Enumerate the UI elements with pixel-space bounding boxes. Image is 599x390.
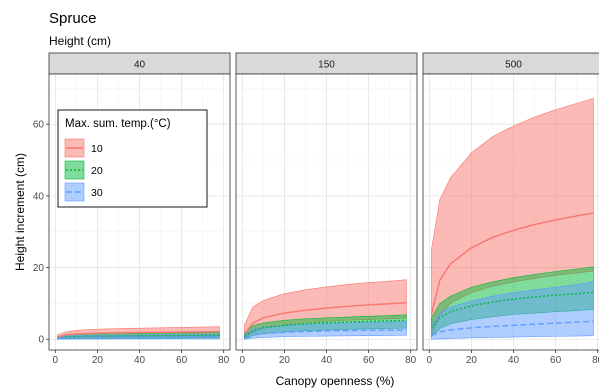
- x-tick-label: 60: [550, 355, 562, 366]
- x-tick-label: 80: [405, 355, 417, 366]
- x-tick-label: 80: [218, 355, 230, 366]
- mean-line-20: [57, 334, 220, 339]
- x-tick-label: 80: [592, 355, 599, 366]
- mean-line-10: [243, 301, 407, 335]
- x-tick-label: 0: [240, 355, 246, 366]
- legend-title: Max. sum. temp.(°C): [65, 118, 171, 130]
- mean-line-20: [244, 319, 407, 337]
- mean-line-30: [244, 329, 407, 339]
- chart-title: Spruce: [49, 10, 97, 27]
- x-tick-label: 40: [321, 355, 333, 366]
- chart-subtitle: Height (cm): [49, 34, 111, 48]
- mean-line-30: [57, 336, 220, 340]
- mean-line-30: [431, 320, 594, 337]
- legend-label-30: 30: [91, 187, 103, 199]
- y-tick-label: 60: [33, 120, 45, 131]
- facet-panel-40: 40 0 20 40 60 80: [48, 52, 231, 366]
- y-axis-title: Height increment (cm): [13, 153, 27, 271]
- facet-panels: 0 20 40 60 40 0 20 40 60 80 150 0 20 40 60 80 500 0 20 40 60…: [33, 52, 599, 366]
- x-axis-title: Canopy openness (%): [276, 374, 395, 388]
- x-tick-label: 20: [466, 355, 478, 366]
- x-tick-label: 0: [427, 355, 433, 366]
- mean-line-10: [57, 331, 220, 338]
- mean-line-10: [430, 212, 594, 315]
- legend-key-30: [64, 182, 85, 202]
- facet-strip-label: 40: [134, 60, 146, 71]
- x-tick-label: 40: [134, 355, 146, 366]
- ribbon-30: [431, 281, 594, 340]
- y-tick-label: 40: [33, 191, 45, 202]
- legend-label-20: 20: [91, 165, 103, 177]
- x-tick-label: 0: [53, 355, 59, 366]
- facet-strip-label: 500: [505, 60, 522, 71]
- legend: Max. sum. temp.(°C) 10 20 30: [57, 109, 208, 208]
- y-tick-label: 20: [33, 263, 45, 274]
- y-tick-label: 0: [38, 335, 44, 346]
- x-tick-label: 20: [279, 355, 291, 366]
- x-tick-label: 60: [363, 355, 375, 366]
- x-tick-label: 20: [92, 355, 104, 366]
- facet-panel-500: 500 0 20 40 60 80: [422, 52, 599, 366]
- x-tick-label: 40: [508, 355, 520, 366]
- legend-label-10: 10: [91, 143, 103, 155]
- x-tick-label: 60: [176, 355, 188, 366]
- facet-panel-150: 150 0 20 40 60 80: [235, 52, 418, 366]
- facet-strip-label: 150: [318, 60, 335, 71]
